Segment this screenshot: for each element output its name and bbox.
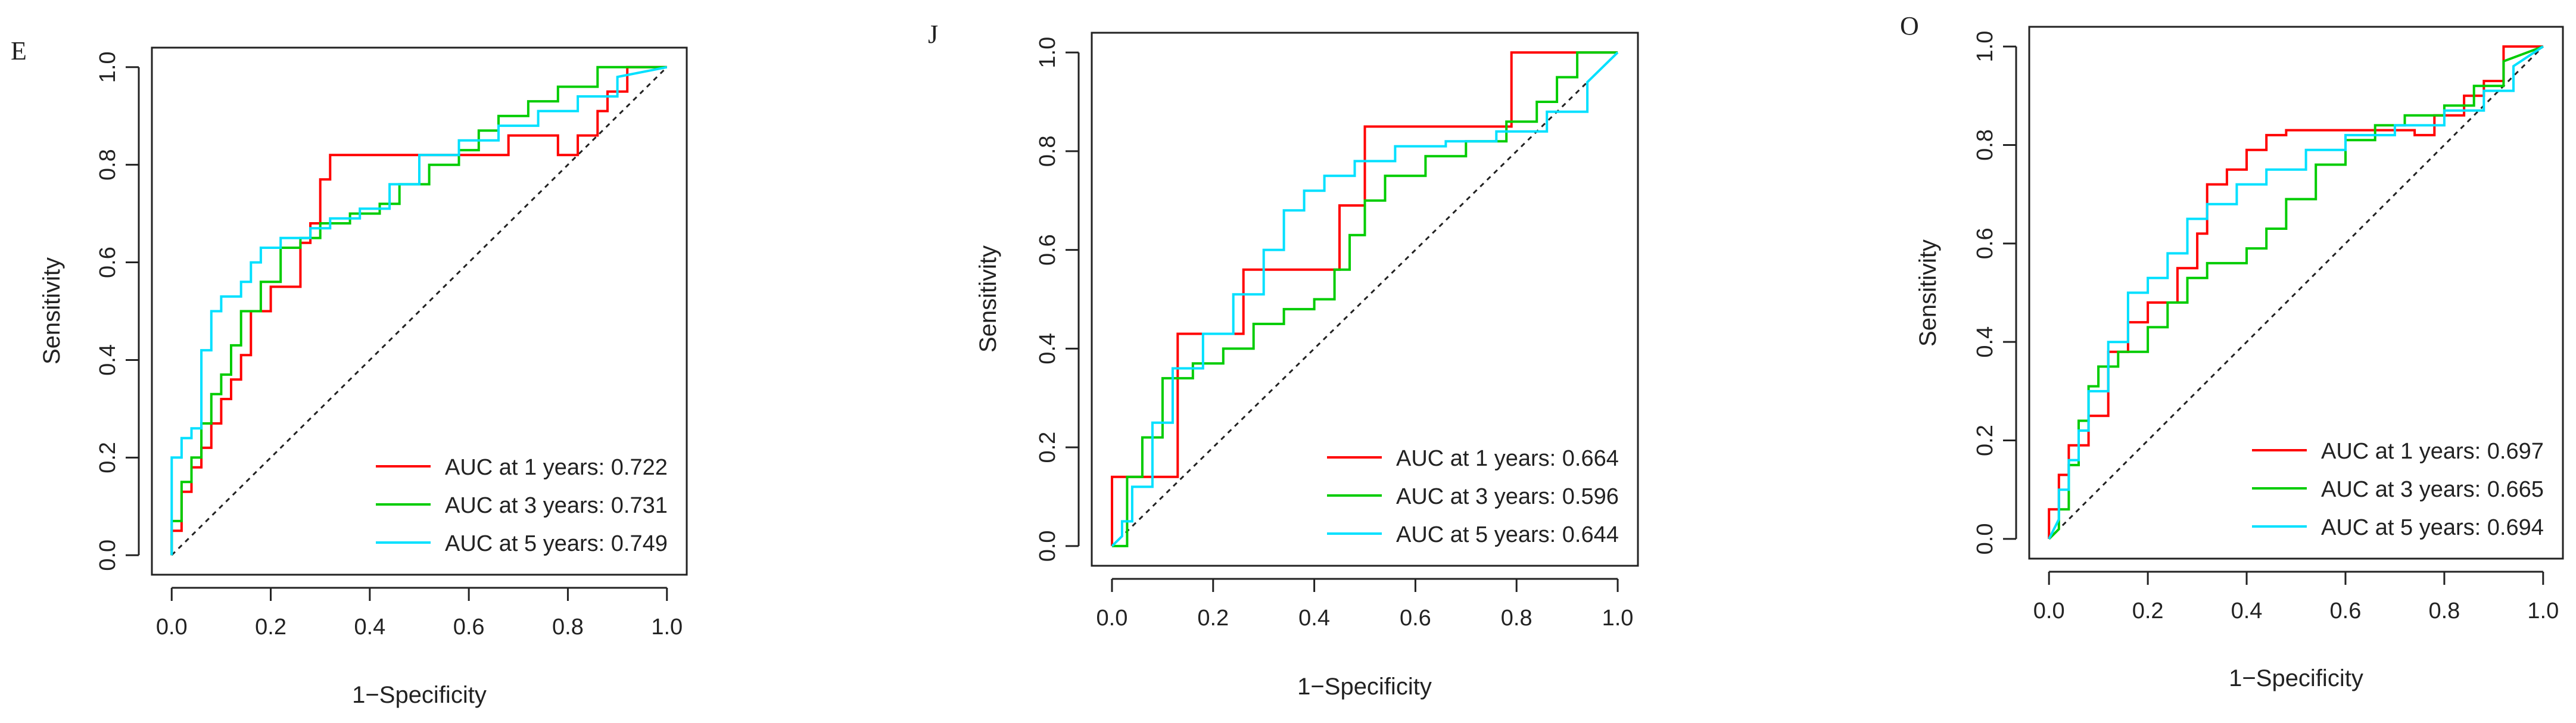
x-axis-title: 1−Specificity xyxy=(1297,674,1432,700)
x-tick-label: 1.0 xyxy=(1602,606,1634,631)
legend-label: AUC at 3 years: 0.596 xyxy=(1396,484,1619,509)
legend: AUC at 1 years: 0.722 AUC at 3 years: 0.7… xyxy=(364,441,678,566)
y-axis: 0.0 0.2 0.4 0.6 0.8 1.0 xyxy=(1973,31,2017,555)
x-tick-label: 0.0 xyxy=(2033,599,2065,624)
plot-frame xyxy=(1091,32,1639,567)
y-tick-label: 0.2 xyxy=(1035,432,1060,463)
legend-label: AUC at 1 years: 0.664 xyxy=(1396,446,1619,471)
y-tick-label: 1.0 xyxy=(95,51,120,83)
x-axis: 0.0 0.2 0.4 0.6 0.8 1.0 xyxy=(2033,571,2559,624)
legend-item-3: AUC at 5 years: 0.749 xyxy=(376,531,668,556)
panel-label: J xyxy=(928,20,938,49)
y-tick-label: 1.0 xyxy=(1035,37,1060,68)
y-axis: 0.0 0.2 0.4 0.6 0.8 1.0 xyxy=(1035,37,1080,562)
roc-series-line-3 xyxy=(1111,51,1619,547)
legend-label: AUC at 3 years: 0.731 xyxy=(445,493,668,518)
y-tick-label: 0.8 xyxy=(95,149,120,180)
x-tick-label: 0.6 xyxy=(2330,599,2362,624)
x-axis: 0.0 0.2 0.4 0.6 0.8 1.0 xyxy=(156,587,683,640)
roc-panel-O: O 0.0 0.2 0.4 0.6 0.8 1.0 0.0 0.2 0.4 0.6 0.8 1.0 1−S… xyxy=(1900,11,2564,691)
legend-label: AUC at 3 years: 0.665 xyxy=(2321,477,2544,502)
x-tick-label: 0.2 xyxy=(255,615,286,640)
roc-series-line-2 xyxy=(2048,45,2544,540)
reference-diagonal-line xyxy=(2048,46,2544,540)
panel-label: O xyxy=(1900,11,1919,40)
panel-label: E xyxy=(11,36,27,66)
x-tick-label: 0.6 xyxy=(1400,606,1431,631)
y-tick-label: 0.6 xyxy=(95,247,120,278)
legend-item-1: AUC at 1 years: 0.664 xyxy=(1327,446,1619,471)
y-tick-label: 1.0 xyxy=(1973,31,1998,63)
y-axis-title: Sensitivity xyxy=(39,257,65,364)
x-tick-label: 0.2 xyxy=(1197,606,1229,631)
y-tick-label: 0.4 xyxy=(1973,326,1998,358)
roc-panel-E: E 0.0 0.2 0.4 0.6 0.8 1.0 0.0 0.2 0.4 0.6 0.8 1.0 1−S… xyxy=(11,36,688,708)
x-tick-label: 0.0 xyxy=(1097,606,1128,631)
legend-label: AUC at 1 years: 0.722 xyxy=(445,455,668,480)
y-tick-label: 0.8 xyxy=(1035,135,1060,167)
y-tick-label: 0.6 xyxy=(1973,228,1998,259)
x-tick-label: 1.0 xyxy=(2527,599,2559,624)
y-axis: 0.0 0.2 0.4 0.6 0.8 1.0 xyxy=(95,51,140,571)
y-tick-label: 0.2 xyxy=(95,442,120,473)
y-tick-label: 0.2 xyxy=(1973,425,1998,456)
reference-diagonal-line xyxy=(171,66,668,556)
y-tick-label: 0.0 xyxy=(1035,530,1060,562)
legend-label: AUC at 5 years: 0.749 xyxy=(445,531,668,556)
legend-item-2: AUC at 3 years: 0.731 xyxy=(376,493,668,518)
legend-item-2: AUC at 3 years: 0.665 xyxy=(2252,477,2544,502)
x-tick-label: 0.8 xyxy=(1501,606,1532,631)
roc-series-line-3 xyxy=(170,66,668,556)
y-tick-label: 0.4 xyxy=(1035,333,1060,364)
x-tick-label: 0.4 xyxy=(1298,606,1330,631)
y-tick-label: 0.4 xyxy=(95,344,120,376)
x-tick-label: 0.4 xyxy=(354,615,385,640)
legend-item-3: AUC at 5 years: 0.694 xyxy=(2252,515,2544,540)
legend-label: AUC at 1 years: 0.697 xyxy=(2321,439,2544,464)
y-tick-label: 0.0 xyxy=(1973,523,1998,555)
x-tick-label: 0.2 xyxy=(2132,599,2164,624)
x-tick-label: 0.8 xyxy=(552,615,584,640)
roc-panel-J: J 0.0 0.2 0.4 0.6 0.8 1.0 0.0 0.2 0.4 0.6 0.8 1.0 1−S… xyxy=(928,20,1639,700)
plot-frame xyxy=(2028,26,2564,560)
legend: AUC at 1 years: 0.664 AUC at 3 years: 0.5… xyxy=(1315,432,1630,557)
legend-label: AUC at 5 years: 0.694 xyxy=(2321,515,2544,540)
legend-item-1: AUC at 1 years: 0.722 xyxy=(376,455,668,480)
legend-item-1: AUC at 1 years: 0.697 xyxy=(2252,439,2544,464)
roc-series-line-3 xyxy=(2048,45,2544,540)
x-tick-label: 0.8 xyxy=(2428,599,2460,624)
x-tick-label: 0.6 xyxy=(453,615,485,640)
legend-item-3: AUC at 5 years: 0.644 xyxy=(1327,522,1619,547)
y-tick-label: 0.0 xyxy=(95,540,120,571)
roc-series-line-2 xyxy=(170,66,667,556)
x-tick-label: 0.0 xyxy=(156,615,188,640)
y-axis-title: Sensitivity xyxy=(1915,239,1941,347)
y-axis-title: Sensitivity xyxy=(975,245,1001,353)
x-tick-label: 0.4 xyxy=(2231,599,2263,624)
x-axis: 0.0 0.2 0.4 0.6 0.8 1.0 xyxy=(1097,578,1634,631)
legend-item-2: AUC at 3 years: 0.596 xyxy=(1327,484,1619,509)
y-tick-label: 0.8 xyxy=(1973,129,1998,161)
y-tick-label: 0.6 xyxy=(1035,234,1060,266)
x-axis-title: 1−Specificity xyxy=(2229,665,2363,691)
roc-series-line-2 xyxy=(1112,51,1618,547)
x-axis-title: 1−Specificity xyxy=(352,682,487,708)
legend-label: AUC at 5 years: 0.644 xyxy=(1396,522,1619,547)
plot-frame xyxy=(151,46,688,576)
reference-diagonal-line xyxy=(1111,52,1619,547)
x-tick-label: 1.0 xyxy=(651,615,683,640)
legend: AUC at 1 years: 0.697 AUC at 3 years: 0.6… xyxy=(2240,425,2555,550)
